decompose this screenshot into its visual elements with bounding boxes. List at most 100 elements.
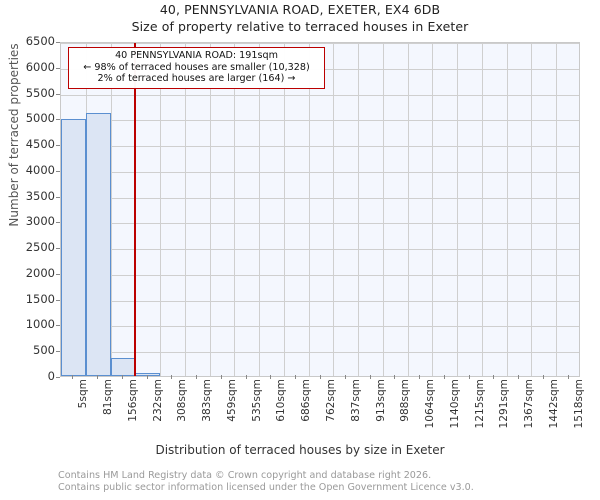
bar xyxy=(135,372,161,376)
x-tick-mark xyxy=(394,375,396,379)
x-tick-mark xyxy=(146,375,148,379)
x-tick-mark xyxy=(493,375,495,379)
page-title: 40, PENNSYLVANIA ROAD, EXETER, EX4 6DB xyxy=(159,2,441,17)
annotation-line-3: 2% of terraced houses are larger (164) → xyxy=(97,73,296,85)
x-tick-mark xyxy=(567,375,569,379)
gridline-horizontal xyxy=(61,197,579,199)
annotation-line-1: 40 PENNSYLVANIA ROAD: 191sqm xyxy=(115,50,278,61)
y-axis-ticks: 0 500 1000 1500 2000 2500 3000 3500 4000 4500 5000… xyxy=(0,34,60,383)
gridline-vertical xyxy=(407,43,409,376)
y-tick-mark xyxy=(56,196,60,198)
x-tick-label: 1064sqm xyxy=(424,379,437,429)
y-tick-mark xyxy=(56,377,60,378)
x-tick-mark xyxy=(542,375,544,379)
y-tick-mark xyxy=(56,119,60,121)
gridline-vertical xyxy=(506,43,508,376)
gridline-vertical xyxy=(234,43,236,376)
x-tick-mark xyxy=(245,375,247,379)
x-tick-label: 232sqm xyxy=(151,379,164,422)
gridline-vertical xyxy=(209,43,211,376)
x-tick-mark xyxy=(121,375,123,379)
annotation-box: 40 PENNSYLVANIA ROAD: 191sqm ← 98% of te… xyxy=(68,47,325,89)
y-tick-mark xyxy=(56,273,60,275)
y-tick-mark xyxy=(56,325,60,327)
x-tick-label: 1140sqm xyxy=(448,379,461,429)
x-tick-label: 308sqm xyxy=(176,379,189,422)
gridline-vertical xyxy=(481,43,483,376)
y-tick-mark xyxy=(56,42,60,43)
gridline-horizontal xyxy=(61,120,579,122)
gridline-vertical xyxy=(358,43,360,376)
y-tick-label: 3500 xyxy=(25,188,55,203)
gridline-vertical xyxy=(382,43,384,376)
gridline-vertical xyxy=(160,43,162,376)
x-tick-mark xyxy=(419,375,421,379)
x-axis-label: Distribution of terraced houses by size … xyxy=(155,443,445,457)
y-tick-mark xyxy=(56,93,60,95)
x-tick-label: 913sqm xyxy=(374,379,387,422)
gridline-horizontal xyxy=(61,300,579,302)
y-tick-label: 5500 xyxy=(25,85,55,100)
x-tick-label: 535sqm xyxy=(250,379,263,422)
x-tick-mark xyxy=(320,375,321,379)
y-tick-label: 4500 xyxy=(25,137,55,152)
footer-attribution: Contains HM Land Registry data © Crown c… xyxy=(58,470,598,493)
x-tick-label: 837sqm xyxy=(349,379,362,422)
y-tick-label: 2000 xyxy=(25,265,55,280)
page-subtitle: Size of property relative to terraced ho… xyxy=(131,19,469,34)
x-tick-label: 988sqm xyxy=(399,379,412,422)
bar xyxy=(110,357,136,376)
y-tick-label: 6500 xyxy=(25,34,55,48)
gridline-horizontal xyxy=(61,146,579,148)
y-tick-label: 1000 xyxy=(25,317,55,332)
y-tick-mark xyxy=(56,67,60,69)
y-tick-label: 2500 xyxy=(25,240,55,255)
y-tick-mark xyxy=(56,351,60,353)
y-tick-mark xyxy=(56,145,60,147)
gridline-horizontal xyxy=(61,352,579,354)
y-tick-label: 6000 xyxy=(25,59,55,74)
gridline-horizontal xyxy=(61,94,579,96)
x-tick-mark xyxy=(171,375,173,379)
x-tick-mark xyxy=(97,375,99,379)
gridline-vertical xyxy=(259,43,261,376)
x-tick-label: 156sqm xyxy=(126,379,139,422)
y-tick-label: 0 xyxy=(47,369,55,383)
x-tick-label: 5sqm xyxy=(77,379,90,409)
x-tick-mark xyxy=(518,375,520,379)
y-tick-mark xyxy=(56,170,60,172)
footer-line-2: Contains public sector information licen… xyxy=(58,481,474,493)
y-tick-mark xyxy=(56,222,60,224)
x-tick-label: 1442sqm xyxy=(547,379,560,429)
y-tick-mark xyxy=(56,299,60,301)
x-tick-label: 1215sqm xyxy=(473,379,486,429)
gridline-vertical xyxy=(110,43,112,376)
gridline-vertical xyxy=(333,43,335,376)
x-tick-mark xyxy=(295,375,297,379)
gridline-vertical xyxy=(556,43,558,376)
bar xyxy=(85,113,111,376)
gridline-horizontal xyxy=(61,223,579,225)
x-tick-label: 1518sqm xyxy=(572,379,585,429)
gridline-vertical xyxy=(184,43,186,376)
x-tick-mark xyxy=(196,375,198,379)
x-tick-mark xyxy=(468,375,470,379)
x-tick-mark xyxy=(443,375,445,379)
annotation-line-2: ← 98% of terraced houses are smaller (10… xyxy=(83,61,310,73)
y-tick-label: 4000 xyxy=(25,162,55,177)
gridline-vertical xyxy=(308,43,310,376)
x-tick-label: 762sqm xyxy=(325,379,337,422)
x-tick-mark xyxy=(344,375,346,379)
bar xyxy=(61,119,86,376)
x-axis-ticks: 5sqm 81sqm 156sqm 232sqm 308sqm 383sqm 459sqm 5… xyxy=(60,375,585,441)
gridline-horizontal xyxy=(61,171,579,173)
y-tick-label: 1500 xyxy=(25,291,55,306)
x-tick-label: 1291sqm xyxy=(498,379,511,429)
y-tick-mark xyxy=(56,248,60,250)
gridline-vertical xyxy=(457,43,459,376)
gridline-vertical xyxy=(531,43,533,376)
gridline-horizontal xyxy=(61,43,579,44)
x-tick-label: 383sqm xyxy=(201,379,214,422)
x-tick-mark xyxy=(72,375,74,379)
